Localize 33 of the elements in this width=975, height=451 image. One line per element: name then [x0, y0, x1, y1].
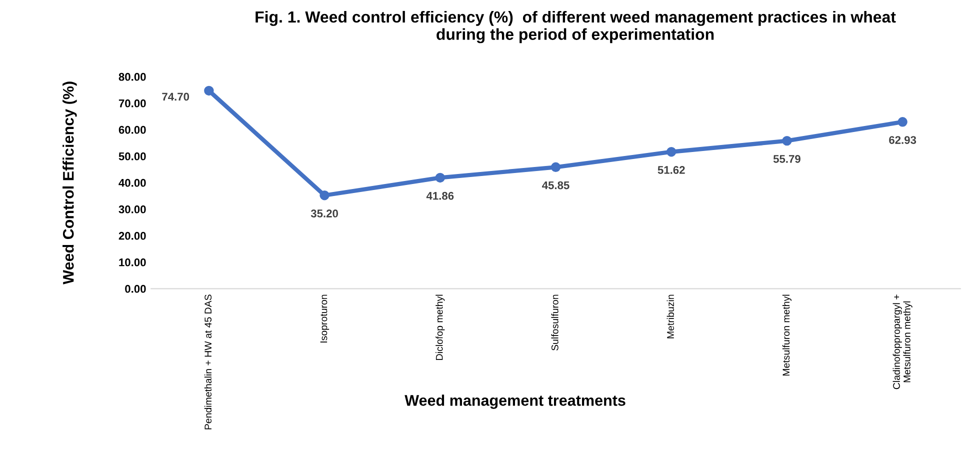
point	[435, 172, 446, 183]
point	[666, 147, 676, 157]
x-tick-label: Pendimethalin + HW at 45 DAS	[204, 294, 212, 430]
y-tick-label: 60.00	[118, 126, 146, 134]
x-tick-label: Metribuzin	[666, 294, 674, 338]
y-tick-label: 80.00	[118, 72, 146, 81]
y-tick-label: 20.00	[118, 232, 146, 240]
chart-title: Fig. 1. Weed control efficiency (%) of different weed management practices in wheat during the period of experimentation	[256, 10, 896, 44]
y-tick-label: 30.00	[118, 205, 146, 214]
x-tick-label: Isoproturon	[320, 294, 330, 342]
data-label: 55.79	[773, 155, 800, 163]
y-tick-label: 50.00	[118, 152, 146, 160]
point	[782, 136, 792, 146]
data-label: 45.85	[542, 181, 570, 190]
x-tick-label: Metsulfuron methyl	[782, 294, 792, 376]
data-label: 62.93	[889, 136, 916, 144]
data-label: 35.20	[310, 210, 338, 218]
y-tick-label: 10.00	[119, 258, 146, 266]
data-label: 74.70	[162, 92, 190, 101]
y-axis-title: Weed Control Efficiency (%)	[62, 82, 77, 284]
data-label: 41.86	[426, 192, 454, 200]
point	[320, 190, 330, 200]
x-axis-title: Weed management treatments	[404, 394, 626, 409]
y-tick-label: 70.00	[118, 99, 146, 108]
point	[898, 117, 908, 127]
x-tick-label: Sulfosulfuron	[551, 294, 558, 350]
y-tick-label: 40.00	[118, 178, 146, 187]
point	[204, 86, 214, 96]
x-tick-label: Diclofop methyl	[436, 294, 445, 360]
y-tick-label: 0.00	[125, 284, 146, 293]
point	[550, 162, 561, 172]
x-tick-label: Cladinofoppropargyl + Metsulfuron methyl	[892, 294, 912, 390]
data-label: 51.62	[658, 166, 685, 174]
